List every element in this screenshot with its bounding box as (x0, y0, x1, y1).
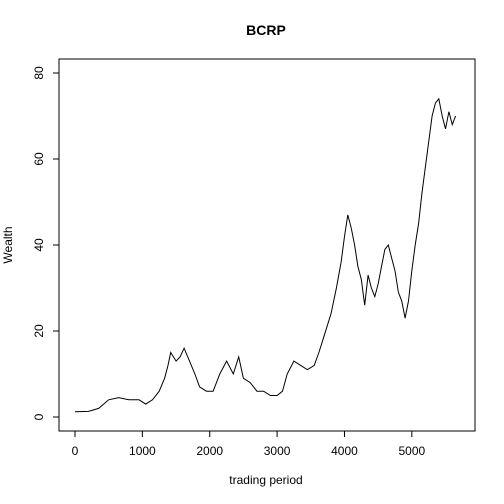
x-tick-label: 3000 (264, 444, 291, 458)
y-tick-label: 40 (32, 238, 46, 252)
y-axis: 0 20 40 60 80 (32, 66, 59, 420)
y-tick-label: 0 (32, 413, 46, 420)
x-tick-label: 2000 (196, 444, 223, 458)
plot-frame (58, 58, 476, 432)
x-tick-label: 0 (72, 444, 79, 458)
chart-title: BCRP (246, 22, 286, 38)
y-axis-label: Wealth (1, 226, 15, 263)
y-tick-label: 80 (32, 66, 46, 80)
x-tick-label: 4000 (331, 444, 358, 458)
x-axis-label: trading period (229, 473, 302, 487)
x-tick-label: 5000 (398, 444, 425, 458)
x-axis: 0 1000 2000 3000 4000 5000 (72, 431, 426, 458)
wealth-series-line (74, 97, 457, 413)
y-tick-label: 20 (32, 324, 46, 338)
y-tick-label: 60 (32, 152, 46, 166)
x-tick-label: 1000 (129, 444, 156, 458)
